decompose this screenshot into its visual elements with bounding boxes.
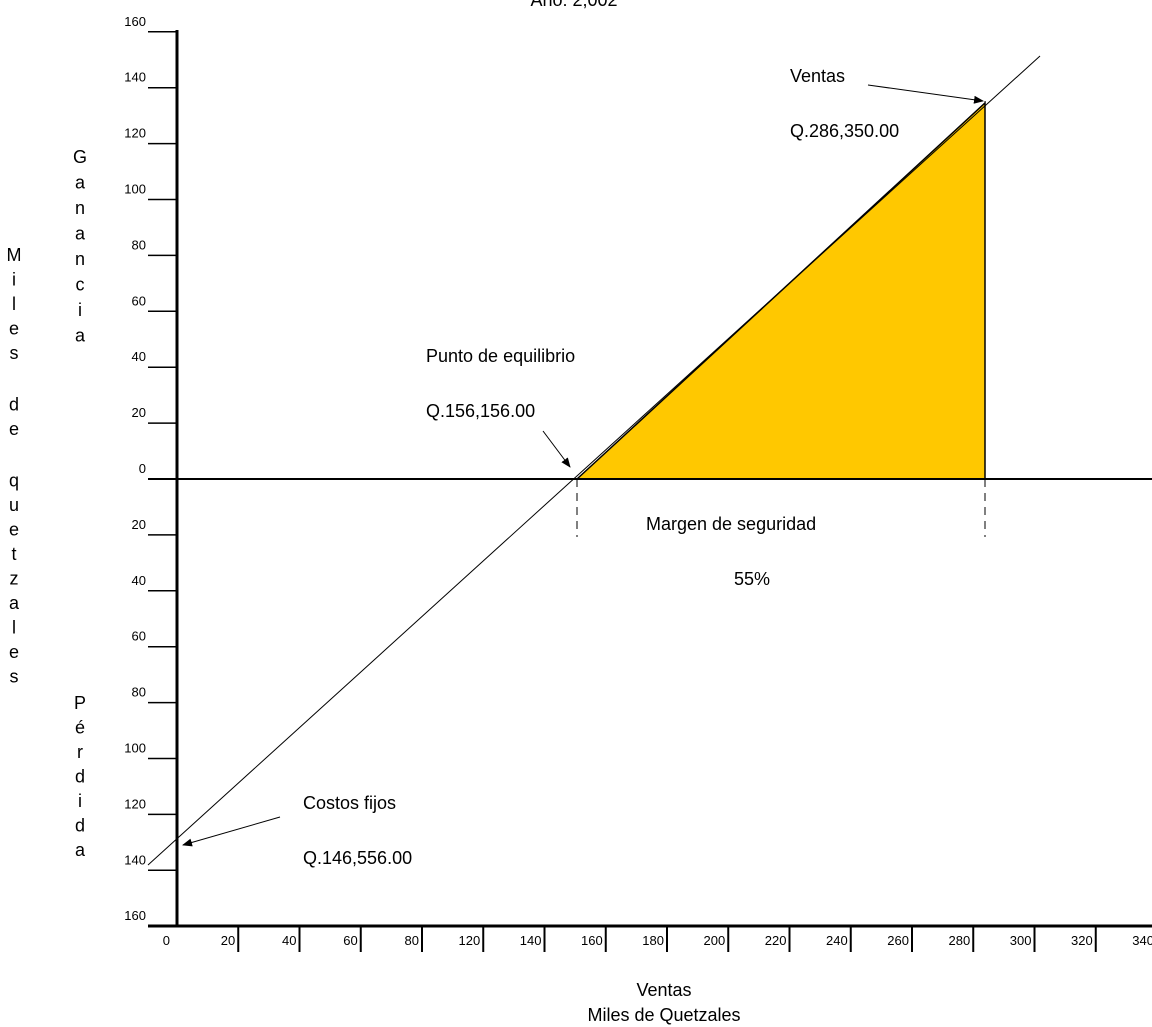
y-title-letter: i	[78, 300, 82, 320]
y-title-letter: P	[74, 693, 86, 713]
break-even-arrow	[542, 430, 571, 468]
y-title-letter: l	[12, 617, 16, 637]
x-tick-label: 220	[765, 933, 787, 948]
y-title-letter: a	[75, 326, 86, 346]
y-tick-label: 80	[132, 685, 146, 700]
y-title-letter: é	[75, 718, 85, 738]
y-title-letter: s	[10, 666, 19, 686]
x-tick-label: 280	[949, 933, 971, 948]
sales-arrow	[867, 84, 984, 104]
x-tick-label: 160	[581, 933, 603, 948]
x-axis-title-line1: Ventas	[636, 980, 691, 1000]
y-tick-label: 60	[132, 629, 146, 644]
x-tick-label: 120	[459, 933, 481, 948]
y-title-letter: a	[75, 224, 86, 244]
fixed-costs-label: Costos fijos	[303, 793, 396, 813]
y-title-letter: n	[75, 249, 85, 269]
y-ticks: 160 140 120 100 80 60 40 20 0 20 40 60 80 100 120 140 16…	[124, 14, 177, 927]
x-tick-label: 60	[343, 933, 357, 948]
y-title-letter: i	[78, 791, 82, 811]
y-tick-label: 100	[124, 182, 146, 197]
y-title-letter: c	[76, 275, 85, 295]
x-tick-label: 320	[1071, 933, 1093, 948]
sales-line	[147, 55, 1041, 866]
y-title-letter: n	[75, 198, 85, 218]
y-tick-label: 160	[124, 908, 146, 923]
x-tick-label: 80	[405, 933, 419, 948]
x-ticks: 0 20 40 60 80 120 140 160 180 200 220 240 260 280 300 3…	[163, 926, 1152, 952]
y-title-letter: u	[9, 495, 19, 515]
sales-value: Q.286,350.00	[790, 121, 899, 141]
fixed-costs-value: Q.146,556.00	[303, 848, 412, 868]
x-tick-label: 260	[887, 933, 909, 948]
y-title-letter: s	[10, 343, 19, 363]
y-title-letter: d	[9, 394, 19, 414]
y-title-letter: i	[12, 270, 16, 290]
y-title-letter: a	[75, 840, 86, 860]
y-title-letter: l	[12, 294, 16, 314]
y-title-letter: q	[9, 470, 19, 490]
y-title-letter: G	[73, 147, 87, 167]
y-title-letter: t	[11, 544, 16, 564]
break-even-label: Punto de equilibrio	[426, 346, 575, 366]
x-tick-label: 40	[282, 933, 296, 948]
y-tick-label: 160	[124, 14, 146, 29]
chart-title: Año: 2,002	[530, 0, 617, 10]
break-even-value: Q.156,156.00	[426, 401, 535, 421]
fixed-costs-arrow	[182, 816, 281, 847]
y-title-letter: e	[9, 519, 19, 539]
y-title-letter: r	[77, 742, 83, 762]
y-title-letter: e	[9, 642, 19, 662]
y-title-letter: z	[10, 568, 19, 588]
y-tick-label: 0	[139, 461, 146, 476]
y-tick-label: 120	[124, 796, 146, 811]
safety-margin-value: 55%	[734, 569, 770, 589]
sales-label: Ventas	[790, 66, 845, 86]
x-tick-label: 140	[520, 933, 542, 948]
y-title-letter: e	[9, 319, 19, 339]
y-title-letter: e	[9, 419, 19, 439]
safety-margin-label: Margen de seguridad	[646, 514, 816, 534]
x-tick-label: 0	[163, 933, 170, 948]
y-tick-label: 120	[124, 126, 146, 141]
y-title-letter: a	[75, 173, 86, 193]
y-title-letter: M	[7, 245, 22, 265]
y-tick-label: 80	[132, 237, 146, 252]
x-axis-title-line2: Miles de Quetzales	[587, 1005, 740, 1025]
y-title-letter: a	[9, 593, 20, 613]
x-tick-label: 240	[826, 933, 848, 948]
y-title-letter: d	[75, 767, 85, 787]
y-tick-label: 140	[124, 70, 146, 85]
y-tick-label: 100	[124, 741, 146, 756]
x-tick-label: 200	[704, 933, 726, 948]
x-tick-label: 300	[1010, 933, 1032, 948]
x-tick-label: 340	[1132, 933, 1152, 948]
y-tick-label: 20	[132, 405, 146, 420]
y-title-letter: d	[75, 816, 85, 836]
x-tick-label: 20	[221, 933, 235, 948]
y-tick-label: 40	[132, 349, 146, 364]
y-tick-label: 20	[132, 517, 146, 532]
y-tick-label: 140	[124, 852, 146, 867]
y-tick-label: 40	[132, 573, 146, 588]
x-tick-label: 180	[642, 933, 664, 948]
y-tick-label: 60	[132, 293, 146, 308]
